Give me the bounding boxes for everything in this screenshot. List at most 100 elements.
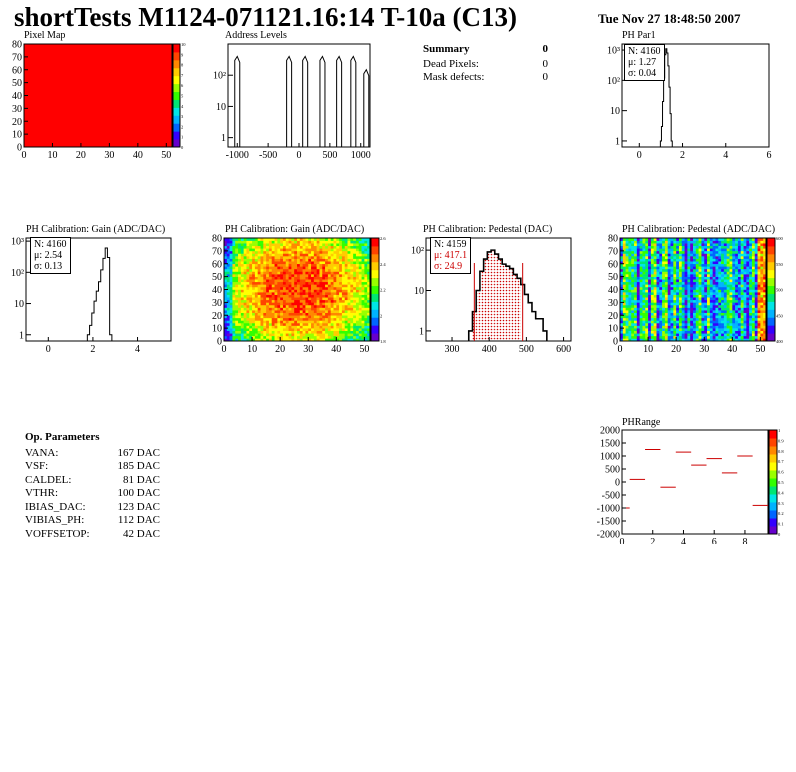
heatmap-cell [645, 338, 649, 342]
color-bar-segment [769, 486, 777, 495]
heatmap-cell [743, 245, 747, 249]
heatmap-cell [704, 243, 708, 247]
heatmap-cell [622, 261, 626, 265]
heatmap-cell [260, 243, 264, 247]
heatmap-cell [277, 253, 281, 257]
heatmap-cell [288, 325, 292, 329]
heatmap-cell [701, 320, 705, 324]
heatmap-cell [291, 294, 295, 298]
heatmap-cell [751, 284, 756, 288]
heatmap-cell [333, 307, 337, 311]
heatmap-cell [350, 266, 354, 270]
heatmap-cell [754, 263, 758, 267]
heatmap-cell [707, 297, 711, 301]
heatmap-cell [681, 302, 685, 306]
heatmap-cell [240, 261, 244, 265]
heatmap-cell [299, 335, 303, 339]
heatmap-cell [698, 271, 702, 275]
heatmap-cell [322, 307, 326, 311]
heatmap-cell [282, 261, 287, 265]
heatmap-cell [254, 328, 258, 331]
heatmap-cell [266, 335, 270, 339]
heatmap-cell [282, 238, 287, 241]
heatmap-cell [240, 310, 244, 313]
heatmap-cell [707, 317, 711, 321]
heatmap-cell [763, 307, 767, 311]
heatmap-cell [224, 243, 228, 247]
heatmap-cell [367, 315, 371, 319]
heatmap-cell [712, 245, 716, 249]
y-tick-label: 40 [12, 91, 22, 102]
heatmap-cell [749, 284, 753, 288]
heatmap-cell [249, 333, 253, 337]
heatmap-cell [302, 312, 306, 316]
heatmap-cell [763, 320, 767, 324]
heatmap-cell [257, 335, 261, 339]
heatmap-cell [308, 335, 312, 339]
heatmap-cell [367, 263, 371, 267]
histogram-bin-fill [494, 254, 499, 341]
heatmap-cell [628, 281, 632, 285]
heatmap-cell [291, 297, 295, 301]
heatmap-cell [721, 292, 725, 295]
heatmap-cell [350, 315, 354, 319]
heatmap-cell [339, 325, 343, 329]
heatmap-cell [305, 268, 309, 272]
x-tick-label: 0 [222, 344, 227, 355]
heatmap-cell [254, 338, 258, 342]
heatmap-cell [695, 281, 699, 285]
heatmap-cell [678, 304, 683, 308]
heatmap-cell [361, 333, 365, 337]
heatmap-cell [622, 243, 626, 247]
heatmap-cell [743, 263, 747, 267]
heatmap-cell [268, 279, 273, 283]
heatmap-cell [263, 286, 267, 290]
heatmap-cell [235, 279, 239, 283]
heatmap-cell [350, 258, 354, 262]
heatmap-cell [760, 268, 764, 272]
heatmap-cell [639, 315, 643, 319]
heatmap-cell [249, 274, 253, 277]
histogram-peak [363, 68, 370, 147]
x-tick-label: 20 [76, 150, 86, 161]
heatmap-cell [760, 266, 764, 270]
heatmap-cell [288, 240, 292, 244]
heatmap-cell [288, 253, 292, 257]
heatmap-cell [631, 310, 635, 313]
y-tick-label: 10 [216, 102, 226, 113]
heatmap-cell [280, 307, 284, 311]
heatmap-cell [311, 271, 315, 275]
heatmap-cell [645, 292, 649, 295]
heatmap-cell [224, 317, 228, 321]
heatmap-cell [308, 256, 312, 259]
heatmap-cell [667, 312, 671, 316]
heatmap-cell [249, 320, 253, 324]
heatmap-cell [707, 250, 711, 254]
heatmap-cell [746, 286, 750, 290]
heatmap-cell [226, 310, 230, 313]
heatmap-cell [684, 274, 688, 277]
heatmap-cell [634, 238, 638, 241]
heatmap-cell [662, 250, 666, 254]
heatmap-cell [291, 302, 295, 306]
heatmap-cell [266, 253, 270, 257]
heatmap-cell [625, 307, 629, 311]
heatmap-cell [754, 322, 758, 326]
heatmap-cell [693, 286, 697, 290]
heatmap-cell [625, 330, 629, 334]
heatmap-cell [294, 243, 298, 247]
heatmap-cell [291, 253, 295, 257]
color-bar-segment [173, 115, 180, 124]
heatmap-cell [732, 289, 736, 293]
heatmap-cell [636, 250, 640, 254]
heatmap-cell [294, 312, 298, 316]
heatmap-cell [257, 279, 261, 283]
heatmap-cell [367, 292, 371, 295]
heatmap-cell [620, 320, 624, 324]
color-bar-segment [767, 325, 775, 334]
heatmap-cell [252, 276, 256, 280]
heatmap-cell [625, 284, 629, 288]
heatmap-cell [229, 292, 233, 295]
heatmap-cell [344, 256, 348, 259]
heatmap-cell [308, 263, 312, 267]
